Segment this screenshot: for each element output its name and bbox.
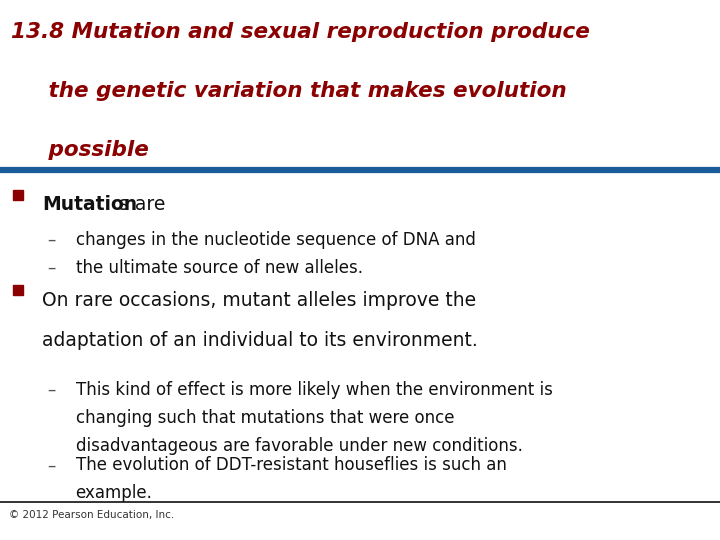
- Text: The evolution of DDT-resistant houseflies is such an: The evolution of DDT-resistant houseflie…: [76, 456, 506, 474]
- Text: disadvantageous are favorable under new conditions.: disadvantageous are favorable under new …: [76, 437, 523, 455]
- Text: © 2012 Pearson Education, Inc.: © 2012 Pearson Education, Inc.: [9, 510, 174, 521]
- Text: Mutation: Mutation: [42, 195, 137, 214]
- Text: adaptation of an individual to its environment.: adaptation of an individual to its envir…: [42, 331, 477, 350]
- Text: s are: s are: [119, 195, 165, 214]
- Text: –: –: [47, 231, 55, 248]
- Text: possible: possible: [11, 140, 148, 160]
- Text: changing such that mutations that were once: changing such that mutations that were o…: [76, 409, 454, 427]
- Text: 13.8 Mutation and sexual reproduction produce: 13.8 Mutation and sexual reproduction pr…: [11, 22, 590, 42]
- Text: –: –: [47, 259, 55, 277]
- Bar: [13, 285, 23, 295]
- Text: –: –: [47, 456, 55, 474]
- Text: example.: example.: [76, 484, 153, 502]
- Text: the ultimate source of new alleles.: the ultimate source of new alleles.: [76, 259, 363, 277]
- Text: changes in the nucleotide sequence of DNA and: changes in the nucleotide sequence of DN…: [76, 231, 475, 248]
- Bar: [13, 190, 23, 200]
- Text: –: –: [47, 381, 55, 399]
- Text: On rare occasions, mutant alleles improve the: On rare occasions, mutant alleles improv…: [42, 291, 476, 309]
- Text: the genetic variation that makes evolution: the genetic variation that makes evoluti…: [11, 81, 567, 101]
- Text: This kind of effect is more likely when the environment is: This kind of effect is more likely when …: [76, 381, 552, 399]
